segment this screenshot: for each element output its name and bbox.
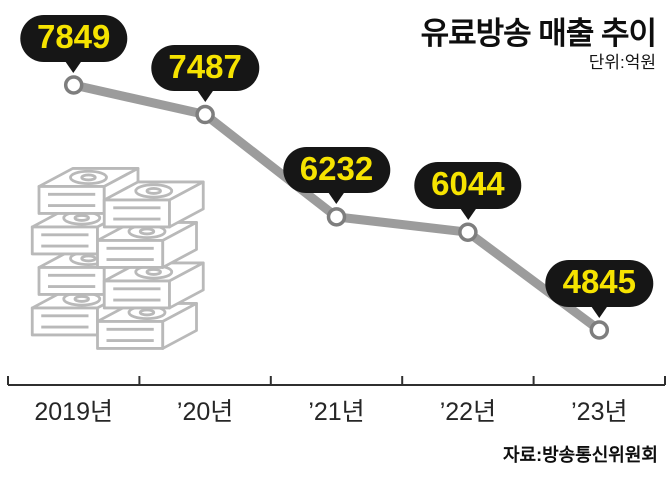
bubble-tail xyxy=(196,89,215,103)
bubble-tail xyxy=(327,191,346,205)
data-point-marker xyxy=(458,222,478,242)
x-axis-label: ’21년 xyxy=(308,398,365,426)
value-bubble: 7849 xyxy=(19,15,128,73)
value-bubble: 4845 xyxy=(545,260,654,318)
bubble-tail xyxy=(64,59,83,73)
value-bubble: 6044 xyxy=(414,162,522,220)
source-label: 자료:방송통신위원회 xyxy=(502,445,658,465)
data-point-marker xyxy=(195,104,215,125)
x-axis-label: ’23년 xyxy=(571,398,628,426)
x-axis-label: ’20년 xyxy=(176,398,234,426)
data-point-marker xyxy=(63,75,84,95)
x-axis-label: ’22년 xyxy=(439,398,497,426)
value-bubble: 7487 xyxy=(151,44,259,103)
bubble-tail xyxy=(458,206,477,220)
chart-title: 유료방송 매출 추이 xyxy=(420,16,657,51)
value-bubble: 6232 xyxy=(282,146,391,205)
x-axis-label: 2019년 xyxy=(34,398,113,426)
data-point-marker xyxy=(589,320,610,340)
unit-label: 단위:억원 xyxy=(588,53,656,72)
bubble-tail xyxy=(590,304,609,318)
data-point-marker xyxy=(326,207,347,227)
